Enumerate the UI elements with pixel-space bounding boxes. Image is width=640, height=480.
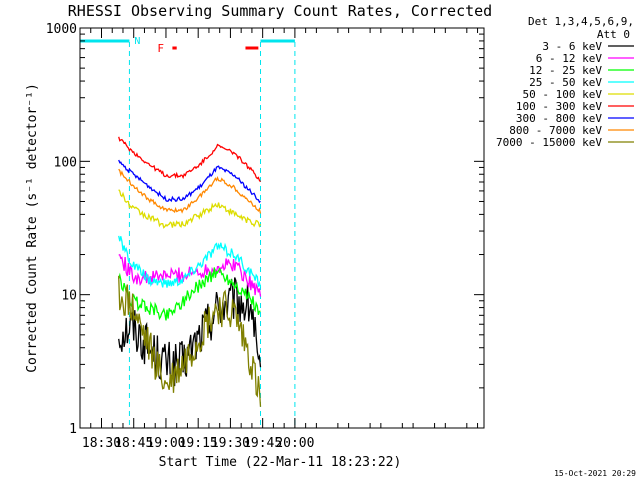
plot-area: NF: [80, 36, 296, 428]
x-tick-label: 19:45: [243, 436, 282, 451]
series-line-4: [118, 235, 262, 288]
legend-header-line-1: Det 1,3,4,5,6,9,: [528, 15, 634, 28]
plot-frame: [79, 27, 485, 429]
series-line-6: [118, 136, 262, 183]
flare-marker-label: F: [157, 42, 164, 55]
series-line-2: [118, 254, 262, 297]
x-tick-label: 18:30: [82, 436, 121, 451]
legend-label-7: 300 - 800 keV: [516, 112, 602, 125]
date-stamp: 15-Oct-2021 20:29: [554, 469, 636, 478]
x-tick-label: 19:30: [211, 436, 250, 451]
legend-label-9: 7000 - 15000 keV: [496, 136, 602, 149]
x-axis-label: Start Time (22-Mar-11 18:23:22): [159, 455, 402, 470]
y-tick-label: 100: [54, 155, 77, 170]
y-tick-label: 10: [61, 289, 77, 304]
y-axis: 1 10 100 1000: [46, 22, 484, 437]
series-line-8: [118, 168, 262, 214]
legend-label-5: 50 - 100 keV: [523, 88, 603, 101]
night-marker-label: N: [134, 36, 140, 47]
legend-header-line-2: Att 0: [597, 28, 630, 41]
legend-label-2: 6 - 12 keV: [536, 52, 603, 65]
x-tick-label: 19:15: [179, 436, 218, 451]
y-tick-label: 1000: [46, 22, 77, 37]
series-line-3: [118, 267, 261, 321]
legend-label-3: 12 - 25 keV: [529, 64, 602, 77]
legend-label-1: 3 - 6 keV: [542, 40, 602, 53]
series-line-7: [118, 159, 261, 204]
legend-label-4: 25 - 50 keV: [529, 76, 602, 89]
x-tick-label: 20:00: [275, 436, 314, 451]
y-tick-label: 1: [69, 422, 77, 437]
legend-label-6: 100 - 300 keV: [516, 100, 602, 113]
chart-title: RHESSI Observing Summary Count Rates, Co…: [68, 2, 492, 20]
x-tick-label: 18:45: [114, 436, 153, 451]
series-line-5: [118, 189, 262, 229]
y-axis-label: Corrected Count Rate (s⁻¹ detector⁻¹): [25, 83, 40, 373]
series-line-1: [118, 277, 262, 387]
series-line-9: [118, 275, 262, 407]
x-tick-label: 19:00: [146, 436, 185, 451]
legend-label-8: 800 - 7000 keV: [509, 124, 602, 137]
